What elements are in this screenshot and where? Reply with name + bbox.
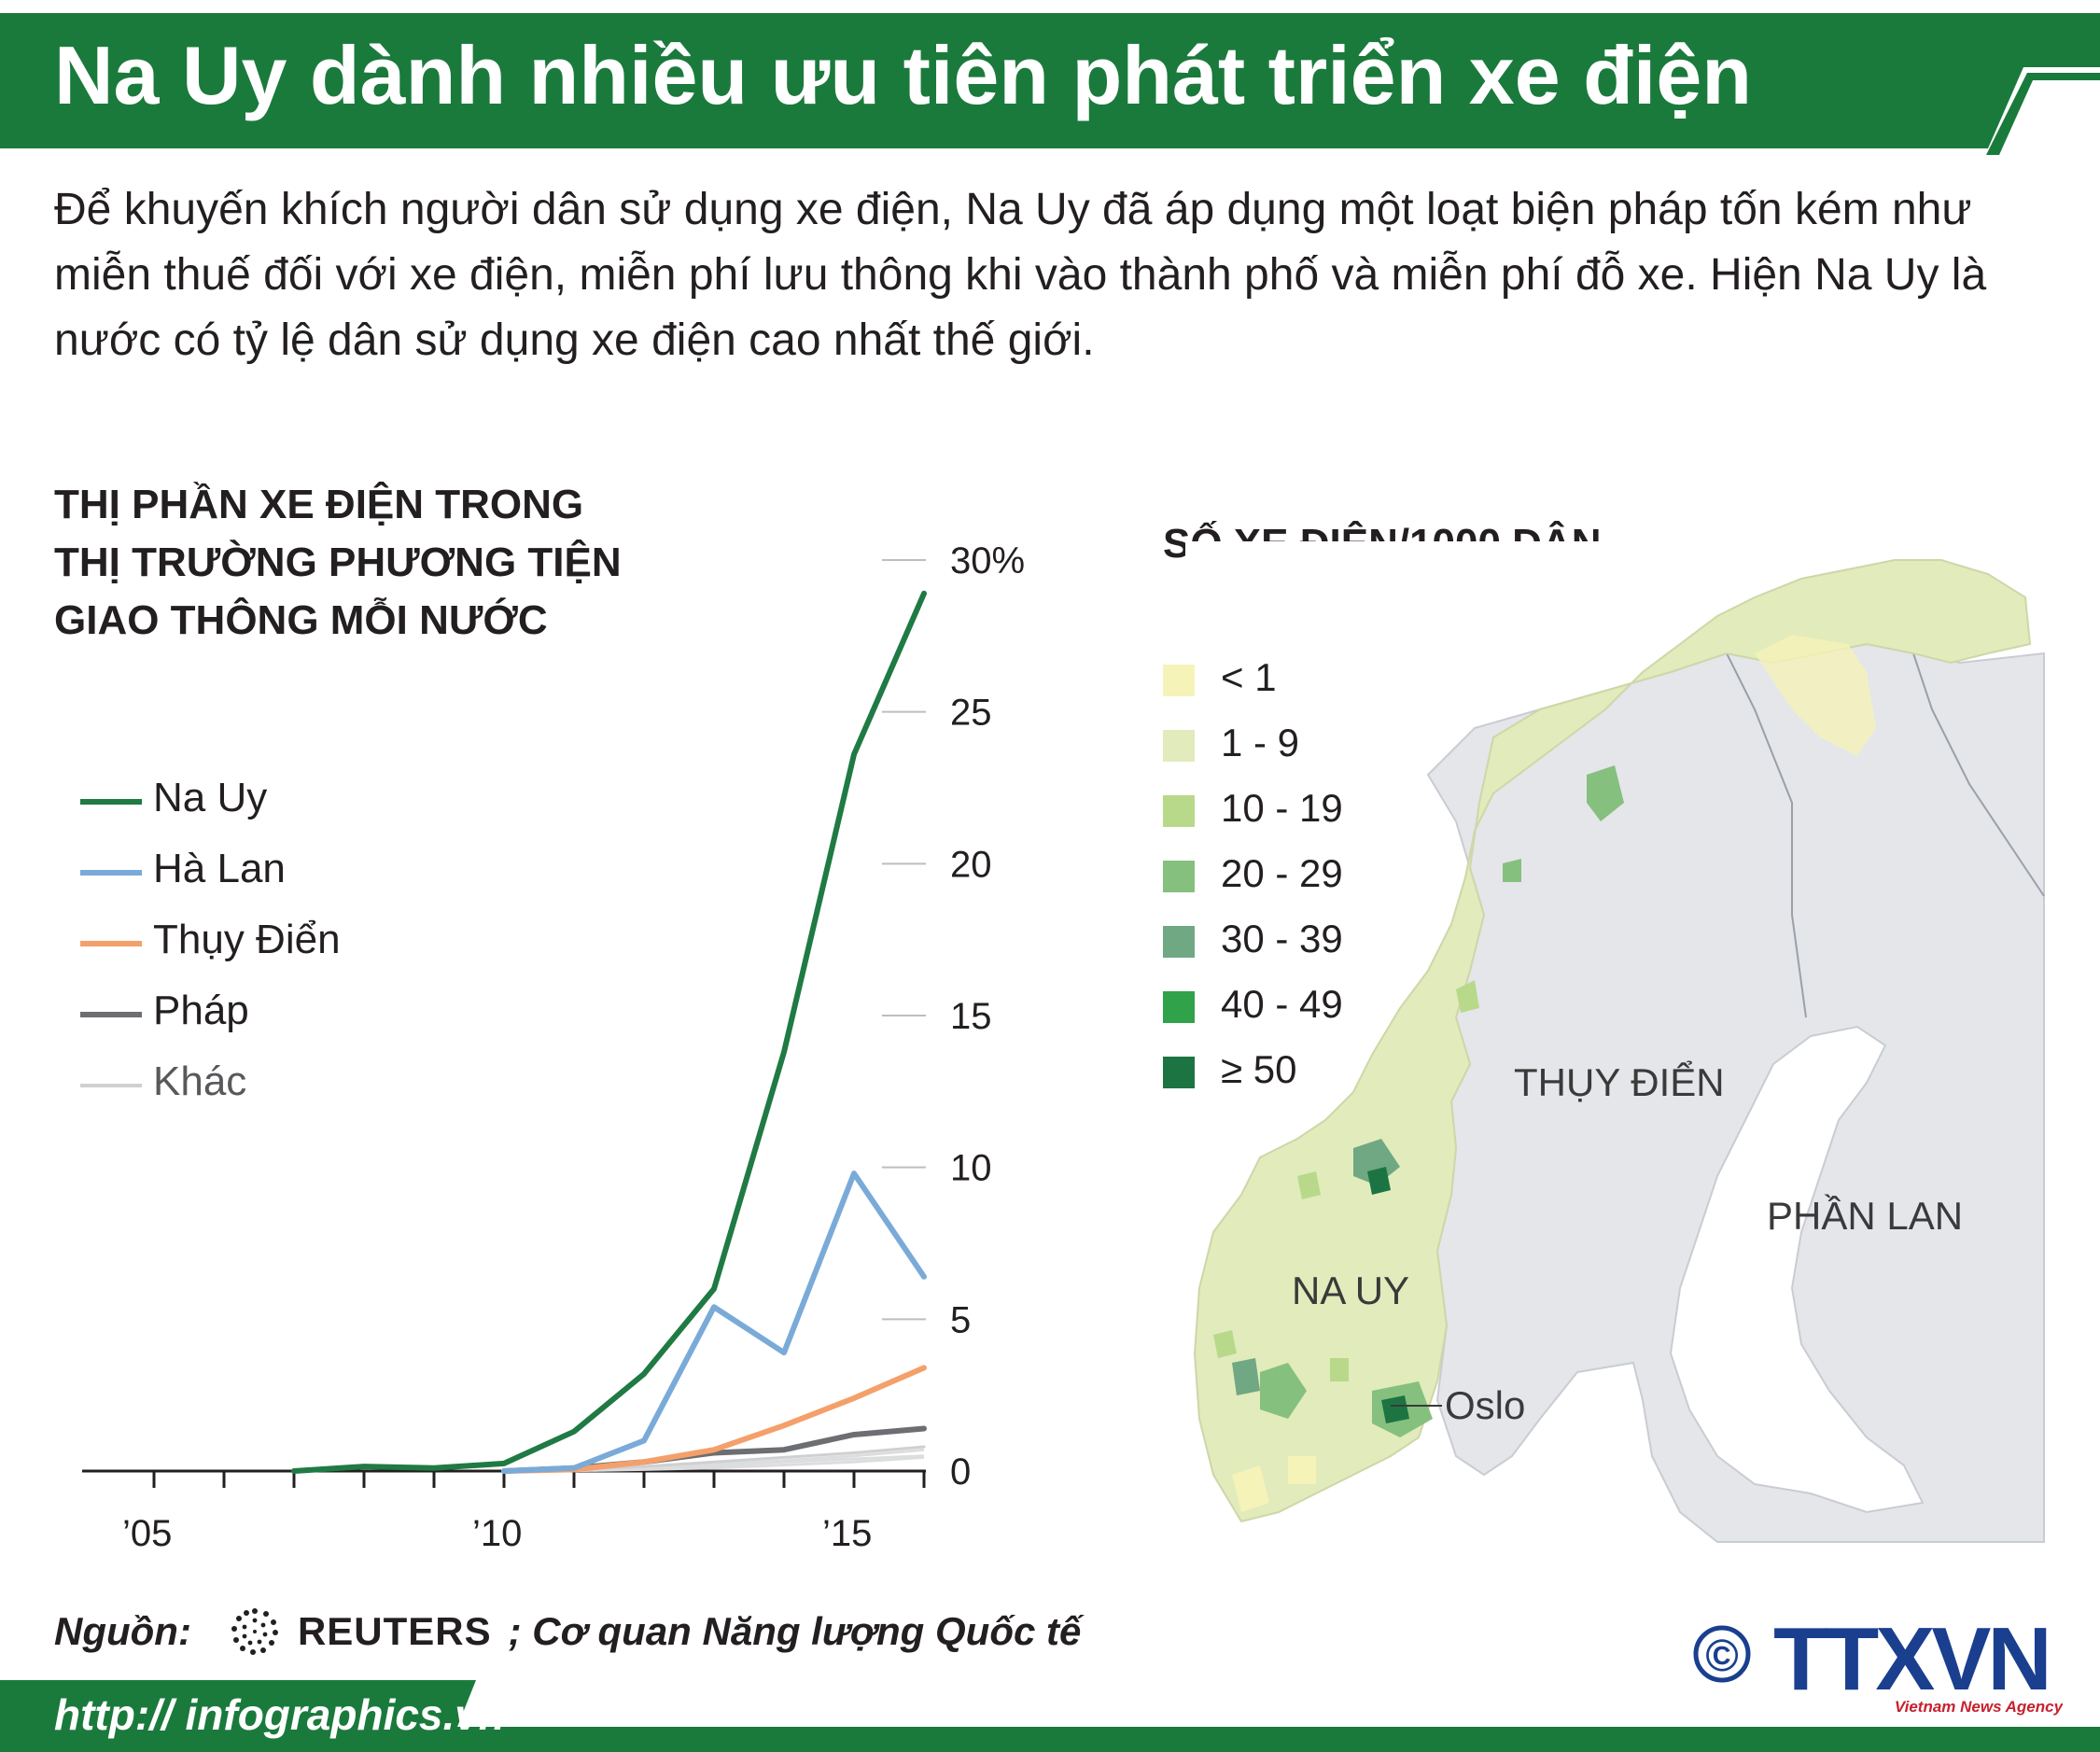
legend-item-sweden: Thụy Điển (80, 913, 454, 969)
copyright-icon (1693, 1625, 1751, 1683)
chart-tick-labels: 0 5 10 15 20 25 30% ’05 ’10 ’15 (122, 540, 1025, 1554)
x-tick-label: ’15 (822, 1513, 872, 1554)
logo-agency: TTXVN (1773, 1615, 2049, 1709)
map-legend-swatch (1163, 991, 1195, 1023)
legend-swatch-france (80, 1012, 142, 1017)
chart-title: THỊ PHẦN XE ĐIỆN TRONG THỊ TRƯỜNG PHƯƠNG… (54, 482, 622, 643)
x-tick-label: ’05 (122, 1513, 172, 1554)
chart-series (291, 590, 927, 1474)
map-legend-label: 40 - 49 (1221, 982, 1343, 1026)
source-rest: ; Cơ quan Năng lượng Quốc tế (508, 1609, 1082, 1653)
norway-land (1193, 559, 2032, 1523)
page-title: Na Uy dành nhiều ưu tiên phát triển xe đ… (54, 29, 1753, 121)
map-legend-label: 10 - 19 (1221, 786, 1343, 830)
map-legend-swatch (1163, 665, 1195, 696)
legend-label-netherlands: Hà Lan (153, 846, 286, 891)
series-line-Hà Lan (501, 1170, 927, 1474)
gulf-of-bothnia (1669, 1025, 1925, 1514)
logo-agency-sub: Vietnam News Agency (1895, 1698, 2063, 1716)
map-legend-item: < 1 (1163, 653, 1471, 709)
legend-label-france: Pháp (153, 988, 249, 1033)
y-tick-label: 10 (950, 1148, 992, 1189)
map-legend-item: 30 - 39 (1163, 915, 1471, 971)
legend-swatch-norway (80, 799, 142, 805)
footer-bar (0, 1680, 2100, 1752)
logo-copyright: © (1705, 1632, 1738, 1681)
footer-url: http:// infographics.vn (54, 1690, 505, 1739)
y-tick-label: 30% (950, 540, 1025, 582)
series-line-Na Uy (291, 590, 927, 1474)
footer-source: Nguồn: REUTERS ; Cơ quan Năng lượng Quốc… (54, 1605, 1081, 1658)
y-tick-label: 20 (950, 844, 992, 885)
map-legend-label: 1 - 9 (1221, 721, 1300, 764)
legend-label-other: Khác (153, 1058, 247, 1104)
map-label-sweden: THỤY ĐIỂN (1514, 1059, 1725, 1104)
map-legend-label: < 1 (1221, 655, 1277, 699)
map-legend-item: 10 - 19 (1163, 784, 1471, 840)
map-label-oslo: Oslo (1445, 1383, 1525, 1427)
legend-item-netherlands: Hà Lan (80, 842, 454, 898)
map-label-norway: NA UY (1292, 1268, 1409, 1312)
map-legend-item: 20 - 29 (1163, 849, 1471, 905)
legend-item-france: Pháp (80, 984, 454, 1040)
ttxvn-logo: © TTXVN Vietnam News Agency (1693, 1615, 2063, 1716)
scandinavia-map: THỤY ĐIỂN PHẦN LAN NA UY Oslo (1185, 541, 2053, 1543)
y-tick-label: 5 (950, 1299, 971, 1340)
title-banner (0, 13, 2100, 155)
map-legend-label: 30 - 39 (1221, 917, 1343, 960)
legend-item-other: Khác (80, 1055, 454, 1111)
map-legend-item: 1 - 9 (1163, 719, 1471, 775)
map-legend-item: ≥ 50 (1163, 1045, 1471, 1101)
source-reuters: REUTERS (297, 1609, 492, 1653)
intro-paragraph: Để khuyến khích người dân sử dụng xe điệ… (54, 185, 1987, 365)
map-legend-label: 20 - 29 (1221, 851, 1343, 895)
y-tick-label: 0 (950, 1451, 971, 1493)
legend-label-norway: Na Uy (153, 775, 268, 820)
map-legend-label: ≥ 50 (1221, 1047, 1297, 1091)
map-legend-swatch (1163, 730, 1195, 762)
legend-swatch-netherlands (80, 870, 142, 876)
legend-label-sweden: Thụy Điển (153, 917, 341, 962)
y-tick-label: 15 (950, 996, 992, 1037)
x-tick-label: ’10 (472, 1513, 522, 1554)
reuters-logo-icon (231, 1608, 278, 1655)
map-legend-swatch (1163, 926, 1195, 958)
map-legend-swatch (1163, 861, 1195, 892)
legend-swatch-sweden (80, 941, 142, 946)
legend-item-norway: Na Uy (80, 771, 454, 827)
source-label: Nguồn: (54, 1609, 191, 1653)
legend-swatch-other (80, 1084, 142, 1087)
chart-gridlines (882, 559, 926, 1321)
map-legend-swatch (1163, 1057, 1195, 1088)
map-legend-item: 40 - 49 (1163, 980, 1471, 1036)
map-label-finland: PHẦN LAN (1767, 1194, 1963, 1238)
y-tick-label: 25 (950, 693, 992, 734)
map-legend-swatch (1163, 795, 1195, 827)
